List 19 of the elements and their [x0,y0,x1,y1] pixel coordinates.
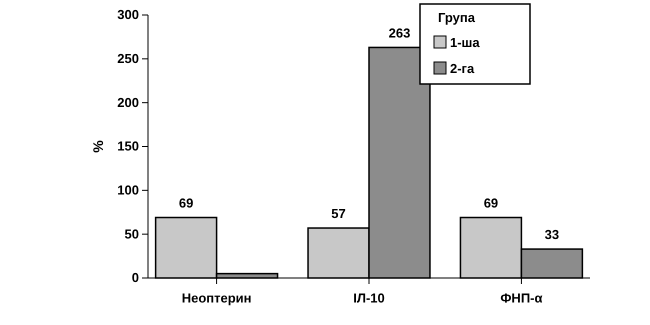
data-label: 33 [544,227,560,242]
legend-label: 2-га [450,61,475,76]
y-tick-label: 0 [132,270,139,286]
y-tick-label: 250 [117,50,139,66]
y-tick-label: 300 [117,7,139,22]
y-tick-label: 50 [124,226,139,242]
y-tick-label: 100 [117,182,139,198]
y-tick-label: 200 [117,94,139,110]
legend-label: 1-ша [450,35,480,50]
data-label: 57 [331,206,346,222]
data-label: 69 [178,196,194,211]
data-label: 263 [388,25,410,40]
x-tick-label: ІЛ-10 [353,290,385,306]
data-label: 69 [484,196,498,211]
legend-title: Група [438,10,476,25]
y-tick-label: 150 [117,138,139,154]
y-axis-title: % [90,140,106,153]
x-tick-label: Неоптерин [182,290,252,306]
x-tick-label: ФНП-α [500,290,542,306]
